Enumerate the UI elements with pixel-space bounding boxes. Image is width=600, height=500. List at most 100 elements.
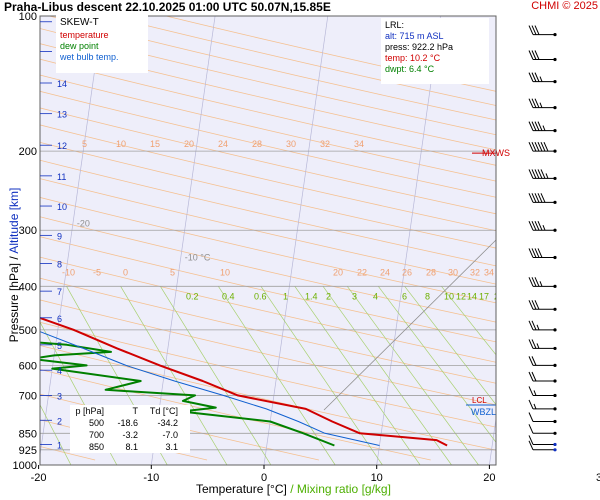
altitude-tick-label: 14 [57,79,67,89]
theta-label: 32 [320,139,330,149]
mixing-ratio-line [260,286,383,465]
wind-barb-flag [528,50,534,60]
wind-barb-flag [531,248,537,258]
wind-barb [528,141,557,153]
mixing-ratio-line [378,286,496,443]
copyright: CHMI © 2025 [531,0,598,12]
plot-frame [39,15,497,466]
wind-barb-flag [528,25,534,35]
wind-barb-flag [528,72,534,82]
wind-barb-flag [531,277,537,287]
mixing-ratio-label: 1 [283,291,288,301]
mixing-ratio-label: 10 [444,291,454,301]
mixing-ratio-label: 2 [326,291,331,301]
wind-barb-dot [553,328,557,332]
wind-barb [528,435,557,447]
theta-label: 20 [184,139,194,149]
lrl-dwpt: dwpt: 6.4 °C [385,64,435,74]
mixing-ratio-line [346,286,479,465]
altitude-tick-label: 5 [57,341,62,351]
mixing-ratio-line [0,286,4,465]
x-tick-label: 0 [261,472,267,484]
theta-label: 24 [218,139,228,149]
theta-label: 28 [252,139,262,149]
table-cell: -7.0 [162,430,178,440]
wind-barb-flag [528,141,534,152]
wind-barb-flag [531,371,537,382]
wind-barb-flag [537,169,543,179]
wind-barb [528,98,557,110]
wind-barb-flag [534,300,540,310]
wind-barb-flag [533,390,537,396]
wind-barb-dot [553,448,557,452]
wind-barb [528,320,557,332]
mixing-ratio-label: 0.2 [186,291,199,301]
wind-barb-flag [528,320,534,331]
wind-barb [528,72,557,84]
x-axis-title-mix: Mixing ratio [g/kg] [296,482,391,496]
pressure-tick-label: 400 [19,281,37,293]
table-row: 850 8.1 3.1 [70,441,190,453]
altitude-tick-label: 13 [57,110,67,120]
isotherm-label: -20 [77,219,90,229]
dry-adiabat [40,321,496,428]
table-cell: 700 [88,430,104,440]
table-cell: -18.6 [117,418,138,428]
wind-barb-flag [534,277,540,287]
table-cell: 3.1 [165,442,178,452]
dry-adiabat [40,197,496,304]
wind-barb-flag [528,339,534,349]
wind-barb-flag [528,424,534,434]
theta-label: 30 [286,139,296,149]
x-tick-label: -20 [31,472,47,484]
mixing-ratio-line [40,404,72,465]
wind-barb-dot [553,442,557,447]
wind-barb-flag [542,125,546,131]
wind-barb-flag [534,50,540,60]
wind-barb-flag [531,339,537,349]
wind-barb [528,121,557,133]
table-cell: -3.2 [122,430,138,440]
wind-barb-dot [553,200,557,204]
altitude-tick-label: 10 [57,202,67,212]
wind-barb-flag [537,121,543,131]
wind-barb-flag [528,121,534,131]
wind-barb-flag [534,193,540,203]
table-row: 700 -3.2 -7.0 [70,429,190,441]
pressure-tick-label: 100 [19,11,37,23]
wind-barb-dot [553,363,557,367]
pressure-tick-label: 500 [19,325,37,337]
theta-label: 10 [220,267,230,277]
wind-barb-flag [536,343,540,349]
wind-barb-flag [543,141,549,152]
wind-barb-flag [531,193,537,203]
dry-adiabat [40,345,496,451]
wind-barb-dot [553,431,557,435]
dry-adiabat [40,43,496,151]
table-header-p: p [hPa] [75,406,104,416]
wind-barb-flag [539,76,543,82]
dry-adiabat [107,16,496,106]
theta-label: 28 [426,267,436,277]
mixing-ratio-line [322,286,452,465]
legend-wetbulb: wet bulb temp. [60,52,119,62]
wind-barb-dot [553,129,557,133]
dry-adiabat [40,58,496,166]
wind-barb-flag [540,169,546,179]
dry-adiabat [40,178,496,285]
wind-barb-flag [531,300,537,310]
dry-adiabat [49,16,496,121]
wind-barb-flag [537,221,543,231]
wind-barb [528,412,557,424]
wind-barb-dot [553,284,557,288]
lrl-temp: temp: 10.2 °C [385,53,441,63]
mixing-ratio-label: 3 [352,291,357,301]
level-table: p [hPa] T Td [°C] 500 -18.6 -34.2 700 -3… [70,405,190,453]
wind-barb-flag [528,98,534,108]
pressure-tick-label: 600 [19,360,37,372]
isotherm [263,16,329,465]
wind-barb-flag [531,320,537,331]
table-cell: -34.2 [157,418,178,428]
wind-barb-flag [534,72,540,82]
wind-barb-flag [531,72,537,82]
